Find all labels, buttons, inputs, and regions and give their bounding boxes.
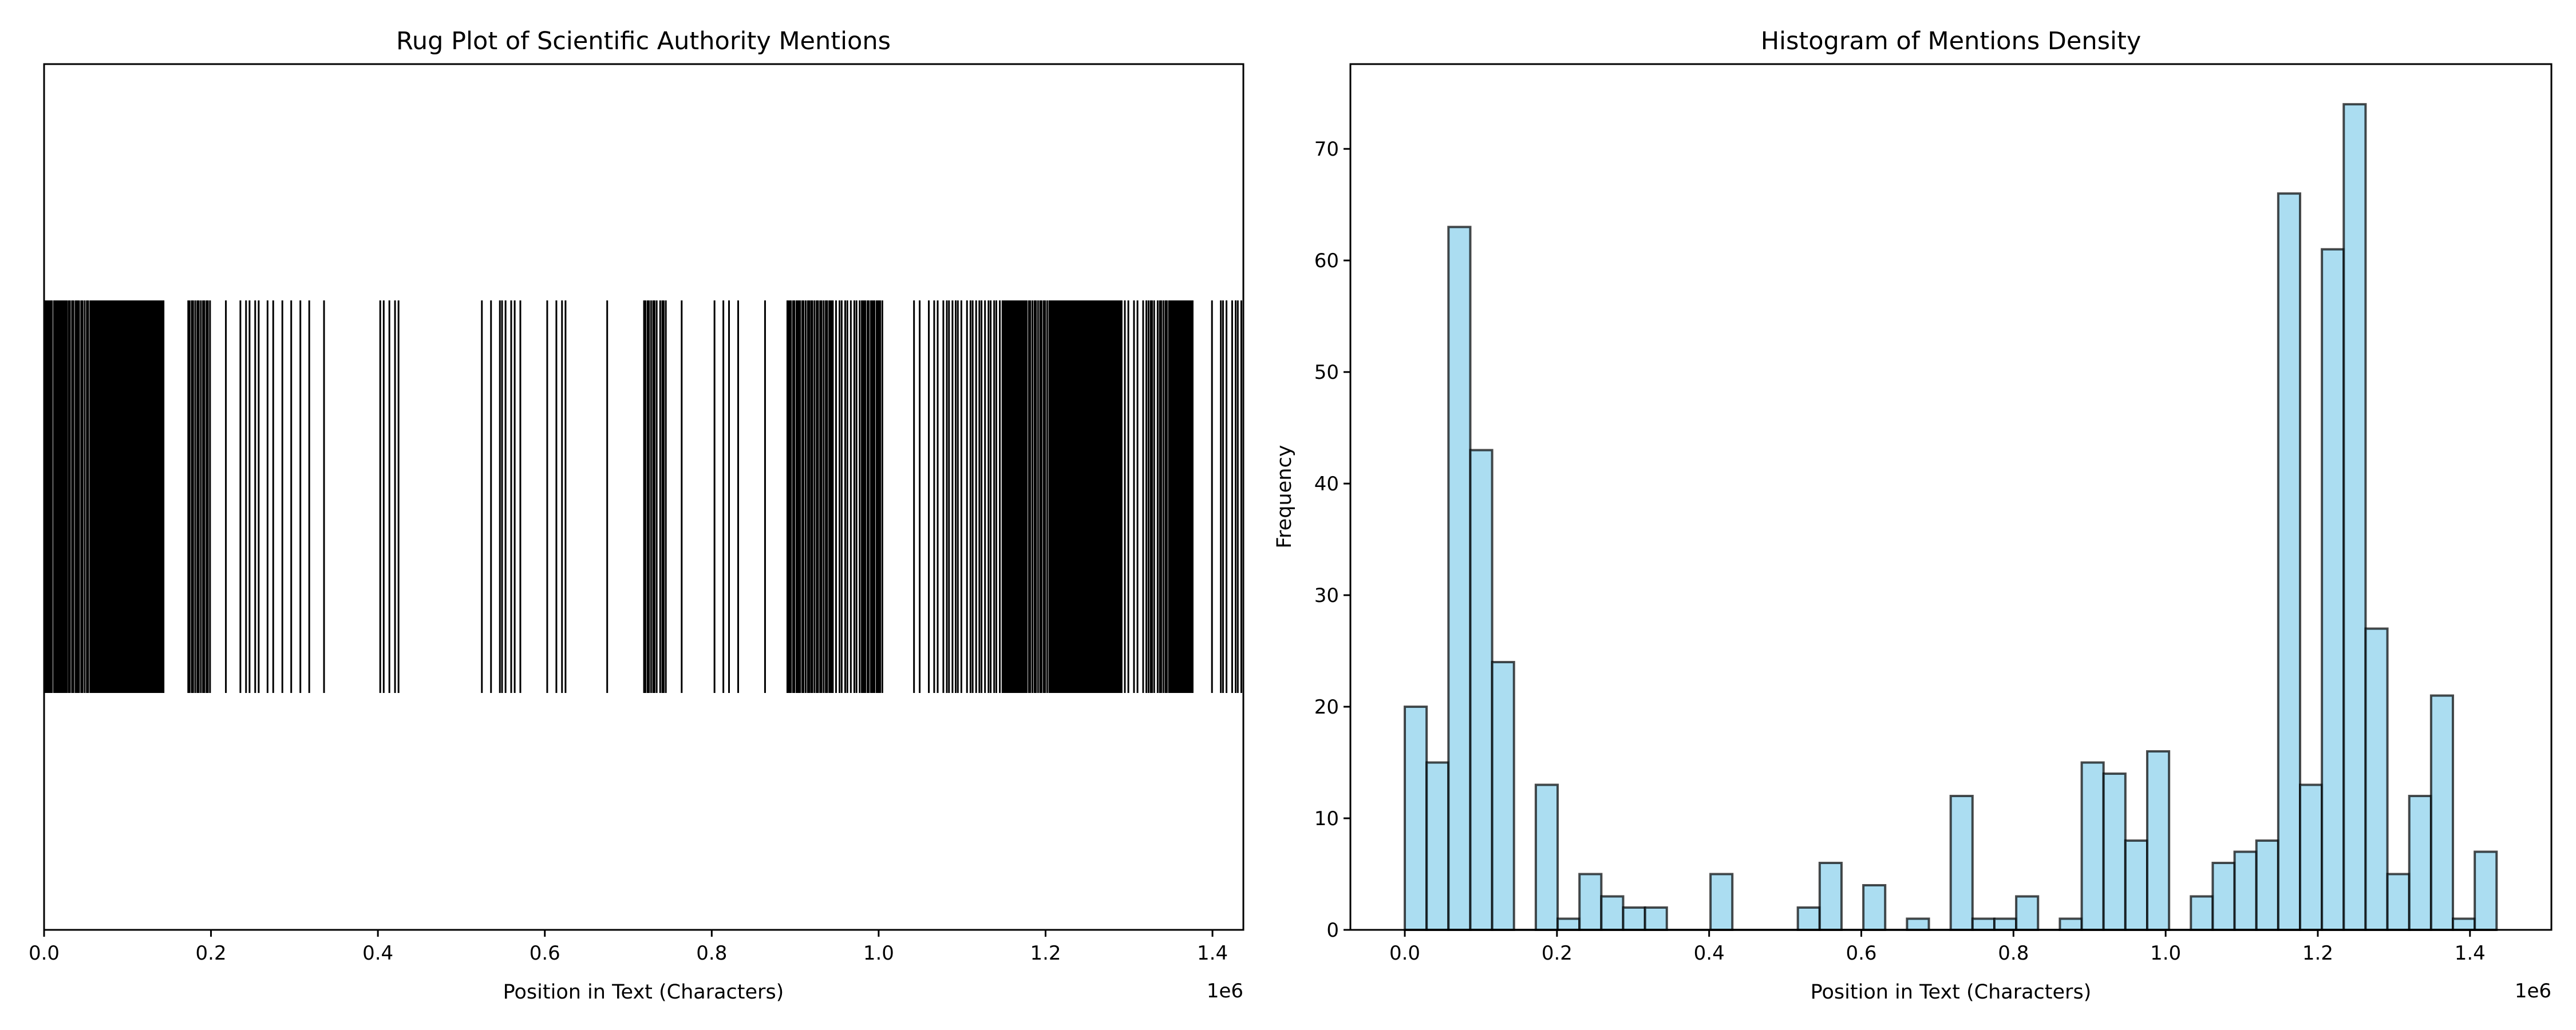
hist-axes-frame: [1349, 63, 2553, 931]
hist-bar: [1949, 795, 1974, 931]
hist-bar: [2408, 795, 2432, 931]
hist-bar: [2452, 917, 2476, 931]
x-tick-label: 0.6: [530, 942, 560, 965]
hist-bar: [1796, 906, 1821, 931]
hist-bar: [1622, 906, 1646, 931]
hist-bar: [2277, 192, 2301, 932]
x-tick-label: 1.2: [2302, 942, 2333, 965]
rug-title: Rug Plot of Scientific Authority Mention…: [396, 27, 891, 56]
hist-bar: [2015, 895, 2040, 931]
x-tick-label: 1.4: [2455, 942, 2486, 965]
x-tick-label: 1.4: [1197, 942, 1228, 965]
hist-bar: [2190, 895, 2214, 931]
x-tick-label: 0.4: [1694, 942, 1725, 965]
hist-bar: [1469, 449, 1494, 931]
x-tick-label: 0.0: [1389, 942, 1420, 965]
hist-bar: [2059, 917, 2083, 931]
hist-bar: [2474, 850, 2498, 932]
hist-bar: [2386, 873, 2411, 932]
hist-bar: [1447, 225, 1472, 932]
x-tick-label: 0.2: [1542, 942, 1573, 965]
hist-title: Histogram of Mentions Density: [1761, 27, 2142, 56]
x-tick-label: 0.2: [196, 942, 227, 965]
rug-offset-label: 1e6: [1207, 980, 1243, 1003]
x-tick-label: 1.0: [2150, 942, 2181, 965]
y-tick-label: 10: [1314, 807, 1339, 830]
hist-bar: [1643, 906, 1668, 931]
y-tick-label: 30: [1314, 584, 1339, 607]
y-tick-label: 50: [1314, 361, 1339, 384]
x-tick-label: 0.6: [1846, 942, 1876, 965]
hist-bar: [1578, 873, 1603, 932]
rug-plot: Rug Plot of Scientific Authority Mention…: [29, 27, 1244, 1004]
x-tick-label: 0.8: [1998, 942, 2029, 965]
hist-bar: [2364, 627, 2389, 931]
hist-bar: [1862, 884, 1887, 931]
hist-bar: [2080, 761, 2105, 932]
hist-x-ticks: 0.0 0.2 0.4 0.6 0.8 1.0 1.2 1.4: [1389, 930, 2486, 965]
rug-lines: [43, 300, 1242, 693]
rug-axes-frame: [43, 63, 1244, 931]
hist-bar: [1971, 917, 1996, 931]
hist-bar: [2146, 750, 2171, 932]
rug-xlabel: Position in Text (Characters): [503, 981, 784, 1004]
hist-bar: [1534, 783, 1559, 931]
rug-x-ticks: 0.0 0.2 0.4 0.6 0.8 1.0 1.2 1.4: [29, 930, 1228, 965]
hist-bar: [1709, 873, 1734, 932]
y-tick-label: 40: [1314, 473, 1339, 496]
histogram: Histogram of Mentions Density 0.0 0.2 0.4 0…: [1273, 27, 2553, 1004]
hist-bar: [1404, 706, 1428, 931]
hist-bar: [2102, 772, 2127, 932]
hist-bar: [1425, 761, 1450, 932]
hist-bar: [1600, 895, 1625, 931]
hist-bar: [2298, 783, 2324, 931]
hist-xlabel: Position in Text (Characters): [1811, 981, 2092, 1004]
x-tick-label: 1.2: [1030, 942, 1061, 965]
y-tick-label: 0: [1326, 919, 1339, 942]
hist-bar: [2429, 694, 2455, 931]
hist-bar: [2211, 862, 2236, 932]
hist-bar: [1818, 862, 1843, 932]
x-tick-label: 0.0: [29, 942, 60, 965]
x-tick-label: 1.0: [863, 942, 894, 965]
hist-offset-label: 1e6: [2515, 980, 2551, 1003]
hist-ylabel: Frequency: [1273, 445, 1296, 549]
hist-bar: [1491, 661, 1515, 932]
hist-bar: [1556, 917, 1581, 931]
x-tick-label: 0.4: [362, 942, 393, 965]
hist-bars: [1404, 103, 2498, 932]
hist-bar: [2233, 850, 2258, 932]
y-tick-label: 70: [1314, 138, 1339, 161]
hist-bar: [2321, 248, 2345, 931]
hist-bar: [1993, 917, 2018, 931]
hist-bar: [2124, 839, 2148, 932]
hist-y-ticks: 0 10 20 30 40 50 60 70: [1314, 138, 1350, 942]
y-tick-label: 60: [1314, 249, 1339, 272]
hist-bar: [2255, 839, 2279, 932]
hist-bar: [1906, 917, 1930, 931]
y-tick-label: 20: [1314, 696, 1339, 719]
hist-bar: [2342, 103, 2367, 932]
x-tick-label: 0.8: [696, 942, 727, 965]
